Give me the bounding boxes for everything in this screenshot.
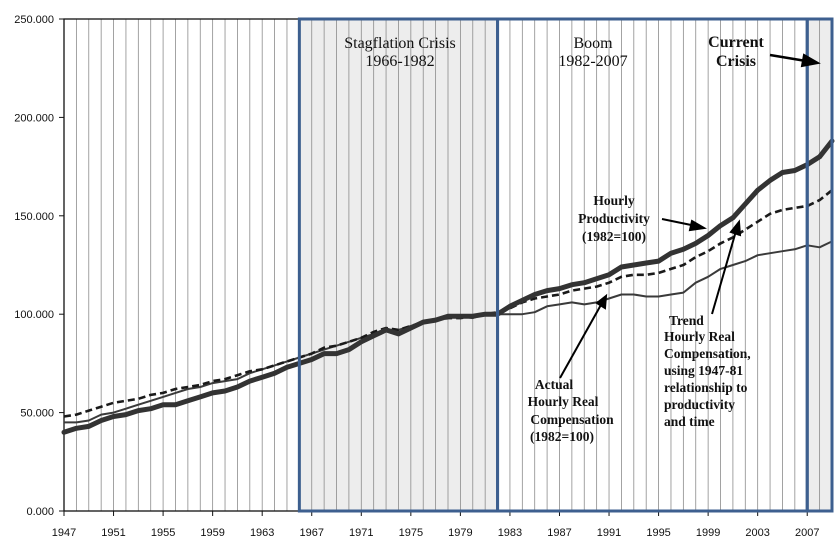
annotation-trend-line6: productivity [664,397,735,412]
annotation-productivity-line3: (1982=100) [582,229,646,244]
annotation-trend-line7: and time [664,414,715,429]
tick-labels: 0.000 50.000 100.000 150.000 200.000 250.000 1… [14,14,819,539]
annotation-actual-line4: (1982=100) [530,429,594,444]
x-tick-label-6: 1971 [349,527,373,539]
annotation-trend-line1: Trend [669,313,704,328]
annotation-actual-line1: Actual [535,377,573,392]
arrow-productivity-head [688,219,707,232]
arrow-trend [711,230,737,315]
x-tick-label-9: 1983 [498,527,522,539]
series-line-0 [61,138,835,435]
period-label-current-line1: Current [708,34,764,51]
x-tick-label-2: 1955 [151,527,175,539]
x-tick-label-12: 1995 [646,527,670,539]
annotation-trend-line4: using 1947-81 [664,363,743,378]
period-label-current-line2: Crisis [716,53,756,70]
x-tick-label-15: 2007 [795,527,819,539]
period-label-boom-years: 1982-2007 [558,53,627,70]
x-tick-label-10: 1987 [547,527,571,539]
annotation-trend-line2: Hourly Real [664,329,735,344]
y-tick-label-4: 200.000 [14,112,54,124]
x-tick-label-13: 1999 [696,527,720,539]
annotation-productivity-line2: Productivity [578,211,650,226]
annotation-actual-line2: Hourly Real [528,394,599,409]
period-box-2 [805,17,834,513]
annotation-trend-line5: relationship to [664,380,748,395]
y-tick-label-5: 250.000 [14,14,54,26]
period-label-stagflation-years: 1966-1982 [365,53,434,70]
x-tick-label-3: 1959 [200,527,224,539]
x-tick-label-4: 1963 [250,527,274,539]
arrow-actual-head [595,293,608,310]
y-tick-label-2: 100.000 [14,309,54,321]
period-label-stagflation-name: Stagflation Crisis [344,35,456,52]
y-tick-label-3: 150.000 [14,211,54,223]
x-tick-label-7: 1975 [399,527,423,539]
x-tick-label-11: 1991 [597,527,621,539]
vertical-grid [75,19,821,511]
arrow-current-head [800,53,821,68]
annotation-productivity-line1: Hourly [593,193,635,208]
arrow-trend-head [729,219,742,237]
x-tick-label-8: 1979 [448,527,472,539]
x-tick-label-0: 1947 [52,527,76,539]
arrow-actual [559,302,603,379]
x-tick-label-5: 1967 [299,527,323,539]
y-tick-label-1: 50.000 [20,408,54,420]
x-tick-label-14: 2003 [745,527,769,539]
arrow-current [769,53,807,63]
series-lines [61,138,835,435]
x-tick-label-1: 1951 [101,527,125,539]
annotation-actual-line3: Compensation [530,412,614,427]
y-tick-label-0: 0.000 [26,506,54,518]
annotation-arrows [559,53,821,379]
period-boxes [297,17,834,513]
period-label-boom-name: Boom [573,35,613,52]
annotation-trend-line3: Compensation, [664,346,751,361]
